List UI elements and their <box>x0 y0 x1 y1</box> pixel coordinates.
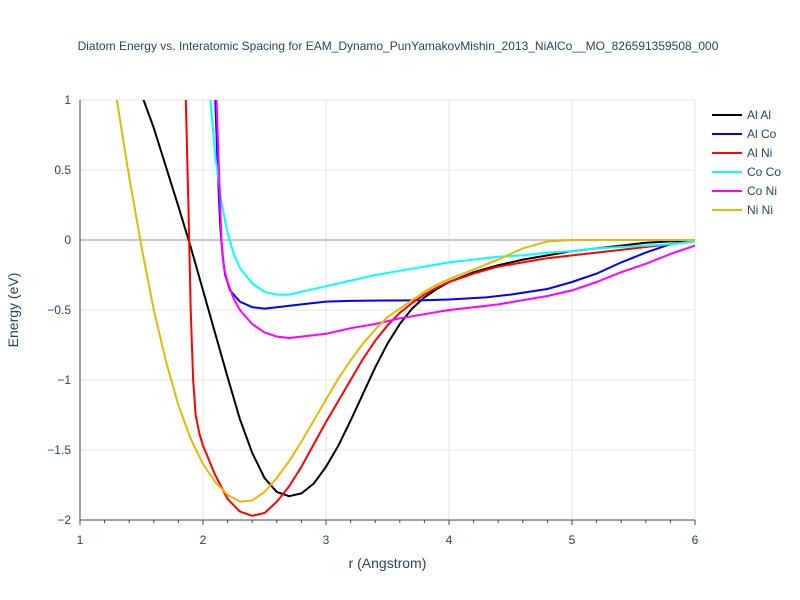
grid-layer <box>79 99 696 521</box>
series-line-al-al <box>142 100 695 498</box>
legend-item-al-ni[interactable]: Al Ni <box>712 146 772 160</box>
x-tick-label: 4 <box>446 533 453 547</box>
tick-layer: 1 2 3 4 5 6 1 0.5 0 −0.5 −1 −1.5 −2 <box>47 93 698 547</box>
axis-layer <box>79 100 696 525</box>
x-tick-label: 6 <box>692 533 699 547</box>
legend-item-al-al[interactable]: Al Al <box>712 108 771 122</box>
y-tick-label: 0.5 <box>54 163 71 177</box>
series-layer <box>115 100 695 517</box>
y-tick-label: −2 <box>57 513 71 527</box>
series-line-ni-ni <box>115 100 695 503</box>
x-axis-title: r (Angstrom) <box>349 555 427 571</box>
legend-item-ni-ni[interactable]: Ni Ni <box>712 203 773 217</box>
legend-label: Ni Ni <box>747 203 773 217</box>
chart-title: Diatom Energy vs. Interatomic Spacing fo… <box>78 39 719 53</box>
x-tick-label: 1 <box>77 533 84 547</box>
y-tick-label: 1 <box>64 93 71 107</box>
legend-label: Al Ni <box>747 146 772 160</box>
y-tick-label: 0 <box>64 233 71 247</box>
y-tick-label: −1.5 <box>47 443 71 457</box>
y-tick-label: −1 <box>57 373 71 387</box>
legend-label: Co Co <box>747 165 781 179</box>
series-line-co-ni <box>215 100 695 339</box>
legend: Al Al Al Co Al Ni Co Co Co Ni Ni Ni <box>712 108 781 217</box>
legend-item-al-co[interactable]: Al Co <box>712 127 777 141</box>
legend-item-co-ni[interactable]: Co Ni <box>712 184 777 198</box>
series-line-co-co <box>209 100 695 296</box>
legend-item-co-co[interactable]: Co Co <box>712 165 781 179</box>
legend-label: Al Co <box>747 127 777 141</box>
y-axis-title: Energy (eV) <box>5 273 21 348</box>
x-tick-label: 5 <box>569 533 576 547</box>
legend-label: Al Al <box>747 108 771 122</box>
series-line-al-ni <box>184 100 695 517</box>
x-tick-label: 2 <box>200 533 207 547</box>
plot-area <box>115 100 695 517</box>
x-tick-label: 3 <box>323 533 330 547</box>
y-tick-label: −0.5 <box>47 303 71 317</box>
legend-label: Co Ni <box>747 184 777 198</box>
